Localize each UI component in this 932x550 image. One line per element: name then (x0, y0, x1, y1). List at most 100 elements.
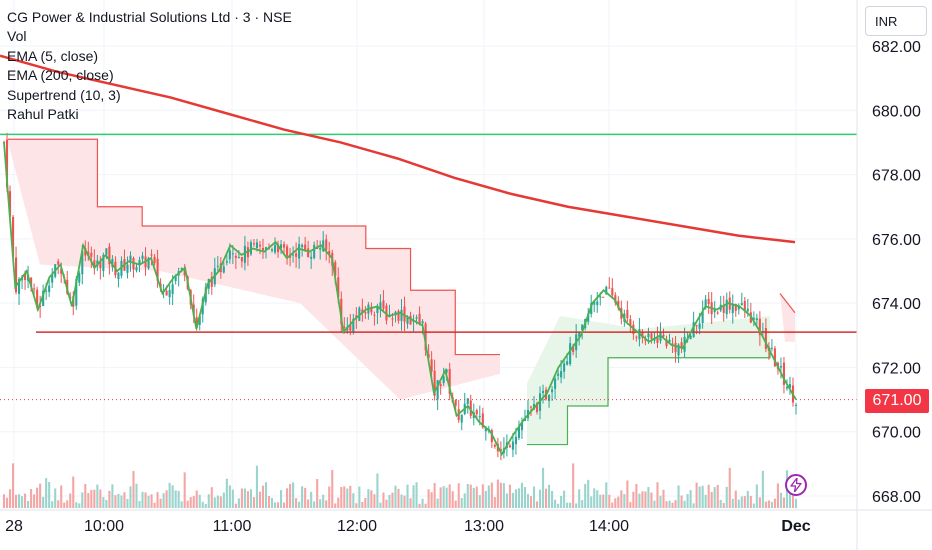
candle-body (794, 404, 798, 406)
candle-body (183, 269, 186, 276)
candle-body (535, 402, 539, 413)
volume-bar (141, 491, 144, 508)
price-tick-label: 668.00 (872, 489, 921, 506)
volume-bar (126, 498, 129, 508)
candle-body (18, 278, 21, 294)
volume-bar (731, 498, 734, 508)
candle-body (147, 257, 150, 269)
volume-bar (382, 492, 385, 508)
volume-bar (18, 494, 21, 508)
volume-bar (39, 483, 42, 508)
volume-bar (460, 497, 463, 508)
volume-bar (469, 484, 472, 508)
candle-body (635, 336, 638, 338)
volume-bar (701, 485, 704, 508)
volume-bar (54, 488, 57, 508)
candle-body (517, 427, 521, 438)
candle-body (560, 371, 563, 378)
candle-body (523, 418, 527, 421)
volume-bar (523, 487, 527, 508)
candle-body (677, 344, 680, 356)
volume-bar (719, 499, 722, 508)
candle-body (713, 308, 716, 313)
candle-body (716, 312, 719, 314)
volume-bar (376, 473, 379, 508)
volume-bar (400, 494, 403, 508)
candle-body (758, 318, 761, 336)
volume-bar (541, 467, 545, 508)
volume-bar (635, 484, 638, 508)
candle-body (614, 295, 617, 303)
volume-bar (69, 493, 72, 508)
volume-bar (301, 486, 304, 508)
candle-body (51, 274, 54, 283)
volume-bar (81, 492, 84, 508)
volume-bar (626, 480, 629, 508)
candle-body (602, 296, 605, 298)
price-axis[interactable]: 682.00 680.00 678.00 676.00 674.00 672.00 670.… (872, 39, 921, 506)
candle-body (75, 279, 78, 306)
candle-body (78, 273, 81, 283)
volume-bar (475, 486, 478, 508)
candle-body (168, 289, 171, 298)
candle-body (701, 311, 704, 324)
time-axis[interactable]: 28 10:00 11:00 12:00 13:00 14:00 Dec (5, 518, 811, 535)
volume-bar (590, 496, 593, 508)
volume-bar (261, 485, 265, 508)
volume-bar (201, 501, 204, 508)
candle-body (361, 309, 364, 314)
volume-bar (283, 502, 286, 508)
volume-bar (120, 495, 123, 508)
currency-button[interactable]: INR (865, 6, 927, 36)
candle-body (626, 309, 629, 319)
volume-bar (445, 487, 448, 508)
candle-body (647, 333, 650, 338)
volume-bar (388, 494, 391, 508)
candle-body (129, 255, 132, 262)
volume-bar (487, 485, 490, 508)
volume-bar (554, 499, 557, 508)
candle-body (195, 317, 198, 328)
time-tick-label: 14:00 (589, 518, 629, 535)
time-tick-label: 13:00 (464, 518, 504, 535)
volume-bar (584, 483, 587, 508)
volume-bar (602, 494, 605, 508)
time-tick-label: Dec (781, 518, 810, 535)
candle-body (755, 318, 758, 321)
candle-body (48, 285, 51, 292)
volume-bar (665, 501, 668, 508)
candle-body (93, 260, 96, 269)
price-tick-label: 674.00 (872, 296, 921, 313)
candle-body (740, 303, 743, 306)
candle-body (286, 246, 289, 256)
volume-bar (508, 484, 511, 508)
candle-body (391, 318, 394, 320)
candle-body (150, 254, 153, 256)
volume-bar (279, 490, 283, 508)
candle-body (261, 247, 265, 251)
volume-bar (147, 495, 150, 508)
volume-bar (385, 499, 388, 508)
volume-bar (168, 482, 171, 508)
volume-bar (490, 482, 493, 508)
candle-body (433, 370, 436, 396)
candle-body (445, 369, 448, 373)
candle-body (707, 298, 710, 305)
volume-bar (611, 502, 614, 508)
candle-body (731, 304, 734, 314)
volume-bar (505, 493, 508, 508)
supertrend-down-line (8, 138, 500, 356)
lightning-icon[interactable] (785, 474, 807, 496)
volume-bar (165, 490, 168, 508)
volume-bar (707, 484, 710, 508)
volume-bar (788, 485, 792, 508)
volume-bar (704, 494, 707, 508)
candle-body (376, 306, 379, 314)
candle-body (520, 422, 524, 431)
volume-bar (478, 495, 481, 508)
volume-bar (656, 482, 659, 508)
volume-bar (63, 502, 66, 508)
volume-bar (593, 488, 596, 508)
candle-body (460, 414, 463, 423)
